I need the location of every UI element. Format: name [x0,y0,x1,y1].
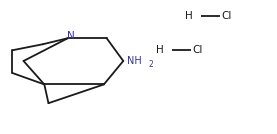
Text: Cl: Cl [193,45,203,55]
Text: 2: 2 [148,60,153,70]
Text: N: N [67,31,75,40]
Text: NH: NH [127,56,142,66]
Text: H: H [156,45,163,55]
Text: Cl: Cl [222,11,232,21]
Text: H: H [185,11,193,21]
